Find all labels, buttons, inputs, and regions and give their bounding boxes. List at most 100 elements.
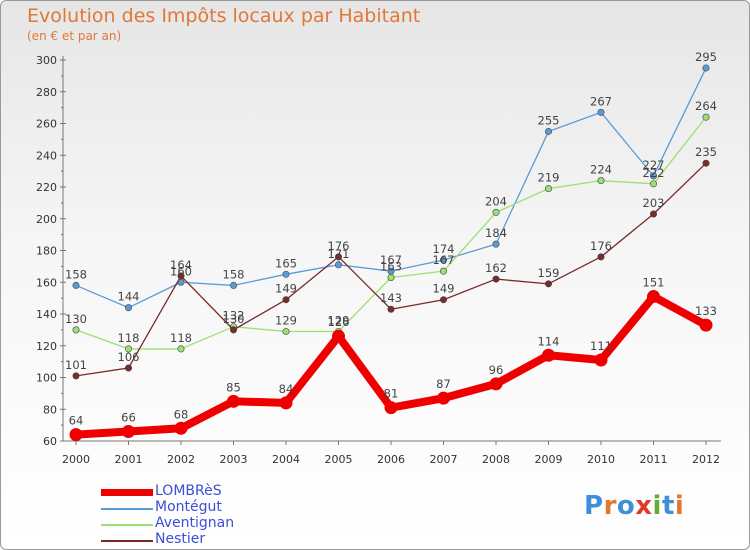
data-point bbox=[702, 64, 710, 72]
data-point bbox=[702, 113, 710, 121]
y-tick-label: 260 bbox=[36, 118, 57, 131]
data-label: 149 bbox=[275, 282, 297, 296]
series-lines bbox=[69, 64, 713, 442]
data-point bbox=[72, 326, 80, 334]
data-label: 159 bbox=[538, 266, 560, 280]
data-point bbox=[227, 394, 240, 408]
x-tick-label: 2003 bbox=[220, 453, 248, 466]
data-label: 143 bbox=[380, 291, 402, 305]
data-point bbox=[387, 273, 395, 281]
data-label: 96 bbox=[489, 363, 504, 377]
y-tick-label: 160 bbox=[36, 276, 57, 289]
data-point bbox=[332, 329, 345, 343]
data-label: 81 bbox=[384, 387, 399, 401]
data-point bbox=[125, 345, 133, 353]
data-point bbox=[542, 348, 555, 362]
data-label: 219 bbox=[538, 171, 560, 185]
data-label: 267 bbox=[590, 94, 612, 108]
data-label: 227 bbox=[643, 158, 665, 172]
data-label: 114 bbox=[538, 334, 560, 348]
legend-label: Nestier bbox=[155, 531, 206, 547]
data-label: 163 bbox=[380, 259, 402, 273]
chart-subtitle: (en € et par an) bbox=[27, 29, 122, 43]
data-label: 222 bbox=[643, 166, 665, 180]
x-tick-label: 2007 bbox=[430, 453, 458, 466]
legend-swatch bbox=[101, 508, 153, 510]
data-label: 224 bbox=[590, 163, 612, 177]
x-tick-label: 2000 bbox=[62, 453, 90, 466]
data-label: 255 bbox=[538, 113, 560, 127]
data-point bbox=[492, 240, 500, 248]
data-label: 106 bbox=[118, 350, 140, 364]
data-point bbox=[439, 296, 447, 304]
data-label: 85 bbox=[226, 380, 241, 394]
data-label: 160 bbox=[170, 264, 192, 278]
data-label: 204 bbox=[485, 194, 507, 208]
series-line bbox=[75, 116, 707, 350]
data-point bbox=[282, 296, 290, 304]
data-label: 144 bbox=[118, 290, 140, 304]
data-label: 84 bbox=[279, 382, 294, 396]
data-point bbox=[437, 391, 450, 405]
data-point bbox=[439, 267, 447, 275]
logo-letter: o bbox=[616, 491, 636, 521]
data-label: 164 bbox=[170, 258, 192, 272]
data-label: 149 bbox=[433, 282, 455, 296]
data-point bbox=[125, 304, 133, 312]
data-label: 295 bbox=[695, 50, 717, 64]
data-label: 64 bbox=[69, 414, 84, 428]
y-tick-label: 100 bbox=[36, 372, 57, 385]
data-point bbox=[597, 177, 605, 185]
data-label: 162 bbox=[485, 261, 507, 275]
data-label: 118 bbox=[170, 331, 192, 345]
data-label: 118 bbox=[118, 331, 140, 345]
data-label: 126 bbox=[328, 315, 350, 329]
data-label: 130 bbox=[65, 312, 87, 326]
data-point bbox=[230, 326, 238, 334]
proxiti-logo: Proxiti bbox=[584, 491, 684, 521]
legend-label: LOMBRèS bbox=[155, 483, 222, 499]
legend-swatch bbox=[101, 489, 153, 496]
x-tick-label: 2006 bbox=[377, 453, 405, 466]
y-tick-label: 80 bbox=[43, 403, 57, 416]
logo-letter: i bbox=[652, 491, 662, 521]
y-tick-label: 240 bbox=[36, 149, 57, 162]
data-label: 68 bbox=[174, 407, 189, 421]
data-label: 132 bbox=[223, 309, 245, 323]
y-tick-label: 180 bbox=[36, 245, 57, 258]
x-tick-label: 2010 bbox=[587, 453, 615, 466]
data-point bbox=[439, 256, 447, 264]
data-point bbox=[72, 281, 80, 289]
data-label: 151 bbox=[643, 276, 665, 290]
data-point bbox=[174, 421, 188, 435]
y-tick-label: 200 bbox=[36, 213, 57, 226]
data-label: 176 bbox=[590, 239, 612, 253]
data-label: 176 bbox=[328, 239, 350, 253]
data-point bbox=[334, 261, 342, 269]
legend-label: Aventignan bbox=[155, 515, 235, 531]
data-point bbox=[597, 253, 605, 261]
data-label: 133 bbox=[695, 304, 717, 318]
data-label: 167 bbox=[380, 253, 402, 267]
logo-letter: t bbox=[661, 491, 675, 521]
data-label: 111 bbox=[590, 339, 612, 353]
data-point bbox=[230, 281, 238, 289]
data-point bbox=[489, 377, 503, 391]
data-point bbox=[69, 428, 83, 442]
data-point bbox=[544, 127, 552, 135]
data-point bbox=[177, 345, 185, 353]
data-label: 235 bbox=[695, 145, 717, 159]
data-point bbox=[334, 253, 342, 261]
data-label: 101 bbox=[65, 358, 87, 372]
data-label: 66 bbox=[121, 410, 136, 424]
y-tick-label: 120 bbox=[36, 340, 57, 353]
axes: 60 80 100 120 140 160 180 200 220 240 260 280 300 200… bbox=[36, 54, 721, 466]
x-tick-label: 2012 bbox=[692, 453, 720, 466]
data-point bbox=[699, 318, 713, 332]
data-label: 87 bbox=[436, 377, 451, 391]
data-point bbox=[177, 272, 185, 280]
data-point bbox=[649, 210, 657, 218]
data-point bbox=[282, 270, 290, 278]
